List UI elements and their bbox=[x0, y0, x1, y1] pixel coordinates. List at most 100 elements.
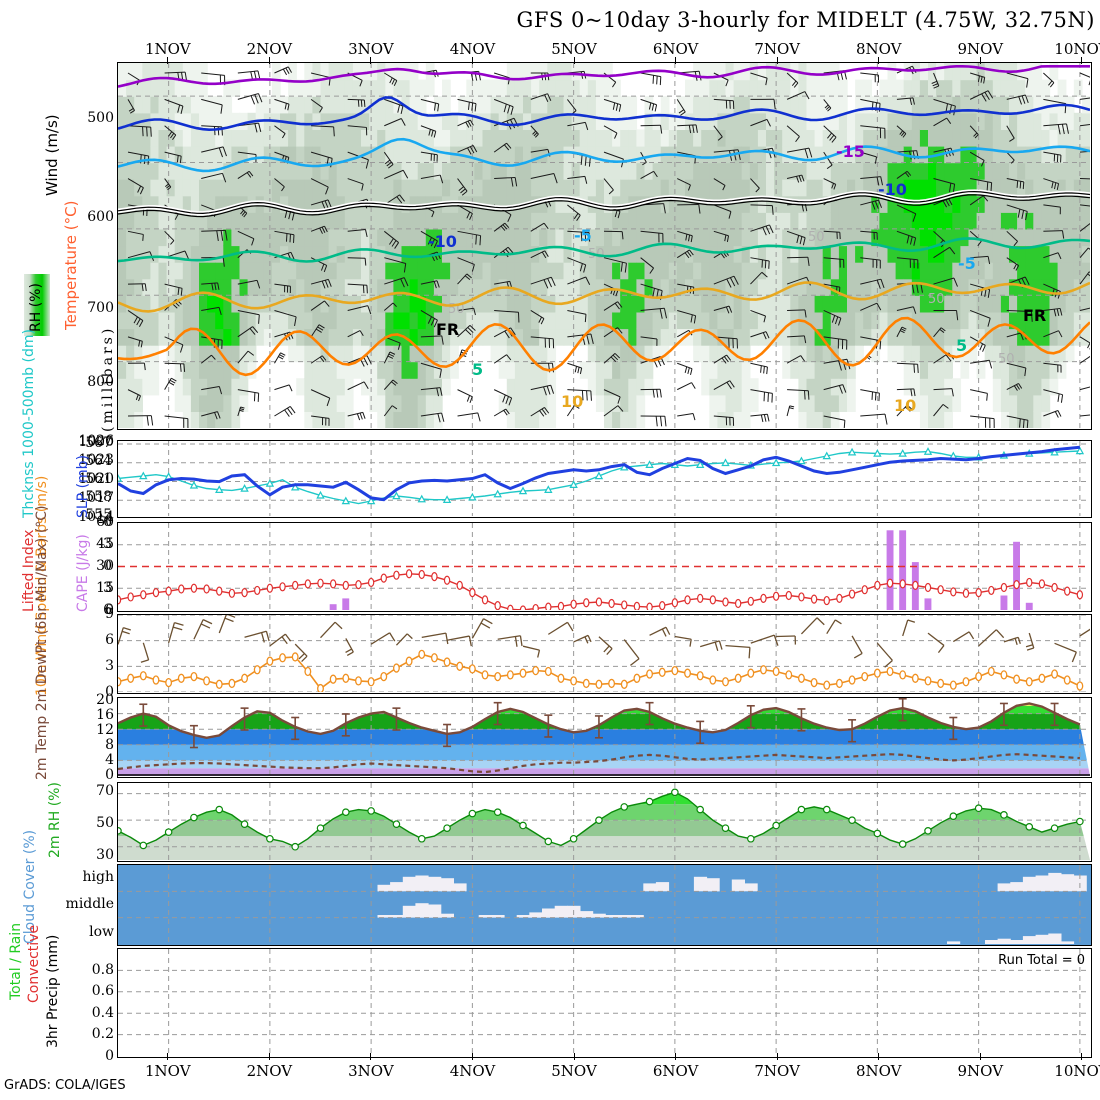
x-axis-tick bbox=[167, 57, 169, 64]
wind-10m-panel bbox=[117, 614, 1092, 694]
y-tick-thk-564: 564 bbox=[85, 453, 112, 469]
wind-y-axis: 9 6 3 0 bbox=[62, 606, 114, 700]
svg-text:-10: -10 bbox=[428, 232, 457, 251]
x-axis-bottom: 1NOV 2NOV 3NOV 4NOV 5NOV 6NOV 7NOV 8NOV 9NOV 10NO… bbox=[117, 1053, 1100, 1080]
svg-text:50: 50 bbox=[998, 352, 1015, 367]
x-axis-label-2nov: 2NOV bbox=[246, 1062, 293, 1080]
y-tick-cape-45: 45 bbox=[96, 536, 114, 552]
rh-2m-chart bbox=[118, 783, 1090, 860]
lifted-index-y-axis: -6 -3 0 3 6 bbox=[60, 514, 112, 618]
x-axis-label-10nov: 10NOV bbox=[1054, 1062, 1100, 1080]
x-axis-label-8nov: 8NOV bbox=[855, 40, 902, 58]
page-title: GFS 0~10day 3-hourly for MIDELT (4.75W, … bbox=[516, 8, 1095, 32]
y-tick-temp-20: 20 bbox=[96, 692, 114, 708]
x-axis-label-6nov: 6NOV bbox=[652, 40, 699, 58]
svg-text:FR: FR bbox=[1023, 306, 1046, 325]
y-tick-temp-12: 12 bbox=[96, 722, 114, 738]
upper-side-label-rh: RH (%) bbox=[28, 283, 44, 332]
x-axis-label-2nov: 2NOV bbox=[246, 40, 293, 58]
svg-text:-5: -5 bbox=[958, 254, 976, 273]
y-tick-li--6: -6 bbox=[98, 514, 112, 530]
slp-y-axis: 1026 1023 1020 1017 1014 bbox=[62, 433, 114, 525]
y-tick-700: 700 bbox=[87, 300, 114, 316]
y-tick-wind-9: 9 bbox=[105, 606, 114, 622]
y-tick-li-0: 0 bbox=[103, 558, 112, 574]
y-tick-800: 800 bbox=[87, 374, 114, 390]
x-axis-tick bbox=[1081, 57, 1083, 64]
svg-text:50: 50 bbox=[928, 292, 945, 307]
upper-side-label-temperature: Temperature (°C) bbox=[62, 200, 80, 330]
y-tick-wind-0: 0 bbox=[105, 684, 114, 700]
x-axis-label-1nov: 1NOV bbox=[145, 40, 191, 58]
slp-axis-label: SLP (mb) bbox=[75, 454, 91, 518]
svg-text:-5: -5 bbox=[574, 226, 592, 245]
x-axis-tick bbox=[268, 57, 270, 64]
y-tick-temp-8: 8 bbox=[105, 737, 114, 753]
y-tick-slp-1023: 1023 bbox=[78, 452, 114, 468]
svg-text:-15: -15 bbox=[836, 142, 865, 161]
x-axis-label-5nov: 5NOV bbox=[551, 40, 597, 58]
y-tick-1000: 1000 bbox=[78, 434, 114, 450]
x-axis-label-10nov: 10NOV bbox=[1054, 40, 1100, 58]
y-tick-slp-1014: 1014 bbox=[78, 509, 114, 525]
svg-text:5: 5 bbox=[956, 336, 967, 355]
y-tick-rh-50: 50 bbox=[96, 815, 114, 831]
y-tick-thk-558: 558 bbox=[85, 489, 112, 505]
x-axis-tick bbox=[573, 1053, 575, 1060]
y-tick-thk-567: 567 bbox=[85, 435, 112, 451]
x-axis-tick bbox=[370, 57, 372, 64]
svg-text:5: 5 bbox=[472, 360, 483, 379]
x-axis-tick bbox=[573, 57, 575, 64]
y-tick-slp-1026: 1026 bbox=[78, 433, 114, 449]
x-axis-tick bbox=[370, 1053, 372, 1060]
x-axis-tick bbox=[471, 1053, 473, 1060]
y-tick-thk-555: 555 bbox=[85, 507, 112, 523]
x-axis-tick bbox=[167, 1053, 169, 1060]
x-axis-label-5nov: 5NOV bbox=[551, 1062, 597, 1080]
svg-text:-10: -10 bbox=[878, 180, 907, 199]
y-tick-precip-06: 0.6 bbox=[91, 983, 114, 999]
upper-y-axis-label: (millibars) bbox=[100, 325, 116, 432]
y-tick-precip-08: 0.8 bbox=[91, 962, 114, 978]
y-tick-600: 600 bbox=[87, 209, 114, 225]
cloud-cover-chart bbox=[118, 865, 1090, 944]
y-tick-wind-3: 3 bbox=[105, 658, 114, 674]
rh-y-axis: 70 50 30 bbox=[62, 782, 114, 863]
y-tick-wind-6: 6 bbox=[105, 632, 114, 648]
x-axis-label-8nov: 8NOV bbox=[855, 1062, 902, 1080]
upper-side-label-wind: Wind (m/s) bbox=[43, 114, 61, 196]
svg-text:FR: FR bbox=[436, 320, 459, 339]
temp-dewpoint-panel bbox=[117, 697, 1092, 778]
y-tick-temp-0: 0 bbox=[105, 767, 114, 783]
y-tick-li--3: -3 bbox=[98, 536, 112, 552]
thickness-y-axis: 567 564 561 558 555 bbox=[60, 435, 112, 523]
temp-2m-axis-label: 2m Temp 2m DewPt (6hr Min/Max) (°C) bbox=[34, 505, 50, 780]
svg-text:10: 10 bbox=[894, 396, 916, 415]
slp-thickness-chart bbox=[118, 441, 1090, 516]
x-axis-label-7nov: 7NOV bbox=[754, 40, 800, 58]
x-axis-label-3nov: 3NOV bbox=[348, 40, 394, 58]
x-axis-label-1nov: 1NOV bbox=[145, 1062, 191, 1080]
grads-credit: GrADS: COLA/IGES bbox=[4, 1078, 126, 1093]
x-axis-label-3nov: 3NOV bbox=[348, 1062, 394, 1080]
x-axis-tick bbox=[878, 57, 880, 64]
precip-chart bbox=[118, 949, 1090, 1056]
cape-y-axis: 60 45 30 15 0 bbox=[62, 514, 114, 618]
x-axis-tick bbox=[776, 57, 778, 64]
x-axis-label-4nov: 4NOV bbox=[449, 1062, 496, 1080]
y-tick-cloud-low: low bbox=[89, 924, 114, 940]
precip-y-axis: 0.8 0.6 0.4 0.2 0 bbox=[62, 948, 114, 1064]
temp-dewpoint-chart bbox=[118, 698, 1090, 776]
rh-2m-panel bbox=[117, 782, 1092, 862]
precip-legend-total: Total / Rain bbox=[8, 922, 24, 1000]
x-axis-label-7nov: 7NOV bbox=[754, 1062, 800, 1080]
lifted-index-cape-chart bbox=[118, 523, 1090, 610]
cloud-y-axis: high middle low bbox=[50, 864, 114, 946]
x-axis-label-9nov: 9NOV bbox=[957, 40, 1004, 58]
x-axis-tick bbox=[675, 1053, 677, 1060]
y-tick-cape-0: 0 bbox=[105, 602, 114, 618]
precip-axis-label: 3hr Precip (mm) bbox=[45, 934, 61, 1048]
y-tick-cape-15: 15 bbox=[96, 580, 114, 596]
